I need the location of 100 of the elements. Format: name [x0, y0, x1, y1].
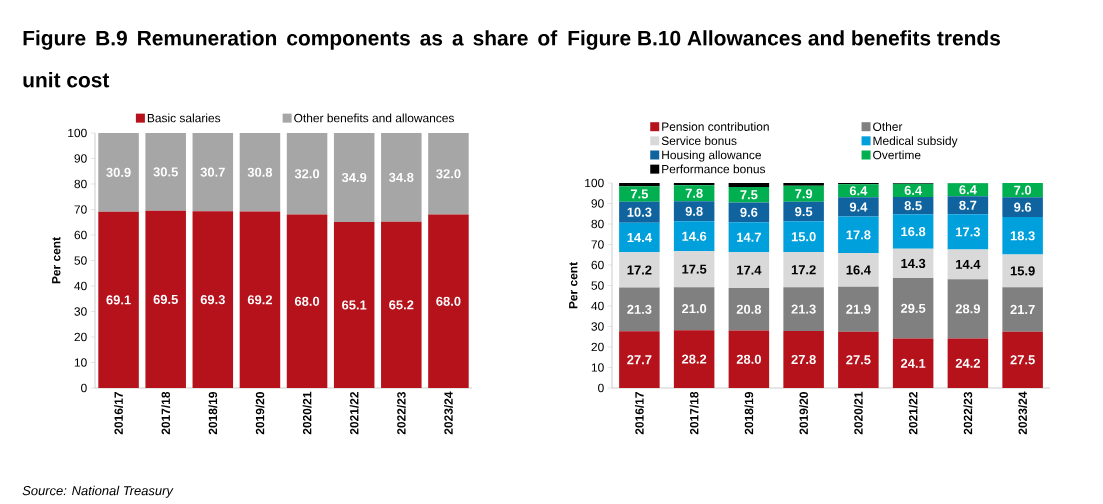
y-tick-label: 50	[591, 281, 604, 290]
data-label: 69.3	[200, 295, 225, 305]
data-label: 15.0	[791, 232, 816, 242]
y-tick-label: 70	[74, 205, 87, 214]
legend-label: Pension contribution	[662, 122, 769, 131]
x-tick-label: 2021/22	[908, 392, 918, 435]
x-tick-label: 2023/24	[1018, 391, 1028, 435]
y-tick-label: 90	[74, 154, 87, 163]
legend-label: Other benefits and allowances	[294, 113, 454, 123]
x-tick-label: 2019/20	[255, 392, 265, 435]
data-label: 18.3	[1010, 231, 1035, 241]
data-label: 30.8	[247, 167, 273, 177]
y-tick-label: 60	[74, 230, 87, 240]
data-label: 27.7	[627, 355, 652, 365]
x-tick-label: 2016/17	[634, 392, 644, 435]
data-label: 30.7	[200, 167, 225, 177]
data-label: 21.3	[791, 304, 816, 314]
data-label: 6.4	[849, 186, 868, 196]
data-label: 14.4	[627, 233, 652, 242]
data-label: 65.2	[389, 300, 414, 310]
data-label: 34.8	[389, 172, 414, 182]
data-label: 6.4	[959, 185, 977, 195]
data-label: 30.5	[153, 167, 178, 177]
data-label: 9.6	[1014, 202, 1032, 212]
data-label: 7.5	[740, 190, 758, 200]
data-label: 21.9	[846, 304, 871, 314]
data-label: 7.0	[1014, 185, 1032, 195]
y-tick-label: 100	[68, 128, 87, 138]
x-tick-label: 2021/22	[349, 392, 359, 435]
y-tick-label: 30	[591, 322, 604, 331]
data-label: 9.5	[795, 207, 813, 217]
y-tick-label: 40	[591, 301, 604, 311]
data-label: 34.9	[341, 172, 367, 183]
y-tick-label: 80	[591, 219, 604, 229]
legend-label: Overtime	[873, 150, 921, 160]
x-tick-label: 2018/19	[208, 391, 218, 435]
y-tick-label: 100	[585, 178, 604, 188]
x-tick-label: 2018/19	[744, 391, 754, 435]
data-label: 21.7	[1010, 304, 1035, 314]
data-label: 7.5	[630, 189, 649, 199]
legend-label: Service bonus	[661, 136, 737, 146]
data-label: 20.8	[736, 304, 762, 314]
chart-title: Figure B.10 Allowances and benefits trends	[568, 30, 1000, 50]
data-label: 17.2	[627, 265, 652, 275]
data-label: 8.5	[904, 201, 922, 211]
x-tick-label: 2023/24	[443, 391, 453, 435]
data-label: 7.9	[795, 189, 813, 199]
y-tick-label: 70	[591, 240, 604, 249]
data-label: 68.0	[436, 296, 461, 306]
data-label: 17.2	[791, 265, 816, 275]
data-label: 9.6	[740, 207, 758, 217]
x-tick-label: 2020/21	[853, 391, 863, 435]
y-tick-label: 60	[591, 260, 604, 270]
data-label: 21.0	[681, 304, 707, 314]
y-tick-label: 40	[74, 281, 87, 291]
data-label: 17.8	[846, 230, 871, 240]
data-label: 32.0	[294, 169, 320, 179]
data-label: 29.5	[900, 303, 926, 313]
x-tick-label: 2017/18	[689, 391, 699, 435]
y-tick-label: 0	[598, 383, 604, 393]
source-note: Source: National Treasury	[22, 485, 174, 498]
data-label: 14.7	[737, 232, 761, 242]
x-tick-label: 2016/17	[114, 392, 124, 435]
data-label: 17.5	[682, 264, 707, 274]
data-label: 28.9	[955, 304, 980, 314]
y-tick-label: 0	[81, 383, 87, 393]
data-label: 16.4	[846, 265, 871, 275]
data-label: 69.1	[106, 295, 131, 305]
data-label: 16.8	[901, 226, 926, 237]
x-tick-label: 2022/23	[396, 391, 406, 435]
data-label: 14.6	[682, 231, 707, 241]
y-tick-label: 20	[74, 332, 87, 342]
x-tick-label: 2022/23	[963, 391, 973, 435]
data-label: 15.9	[1010, 266, 1035, 276]
data-label: 9.8	[685, 206, 703, 216]
data-label: 32.0	[436, 169, 461, 179]
data-label: 28.2	[681, 354, 707, 364]
data-label: 17.4	[737, 265, 762, 275]
y-tick-label: 50	[74, 256, 87, 265]
data-label: 24.1	[900, 358, 926, 368]
legend-label: Medical subsidy	[873, 136, 958, 148]
data-label: 65.1	[342, 300, 367, 310]
legend-label: Performance bonus	[662, 164, 766, 174]
data-label: 27.8	[791, 354, 816, 365]
data-label: 69.2	[247, 295, 273, 305]
data-label: 7.8	[685, 188, 703, 198]
data-label: 8.7	[959, 200, 977, 210]
data-label: 27.5	[846, 355, 871, 365]
y-tick-label: 10	[74, 358, 87, 367]
y-axis-title: Per cent	[52, 237, 61, 284]
data-label: 9.4	[849, 202, 868, 212]
y-tick-label: 80	[74, 179, 87, 189]
y-tick-label: 20	[591, 342, 604, 352]
data-label: 30.9	[106, 167, 131, 177]
data-label: 68.0	[294, 296, 320, 306]
data-label: 10.3	[627, 207, 652, 217]
y-tick-label: 90	[591, 199, 604, 208]
legend-label: Other	[873, 122, 903, 131]
y-tick-label: 30	[74, 307, 87, 316]
data-label: 69.5	[153, 294, 178, 304]
